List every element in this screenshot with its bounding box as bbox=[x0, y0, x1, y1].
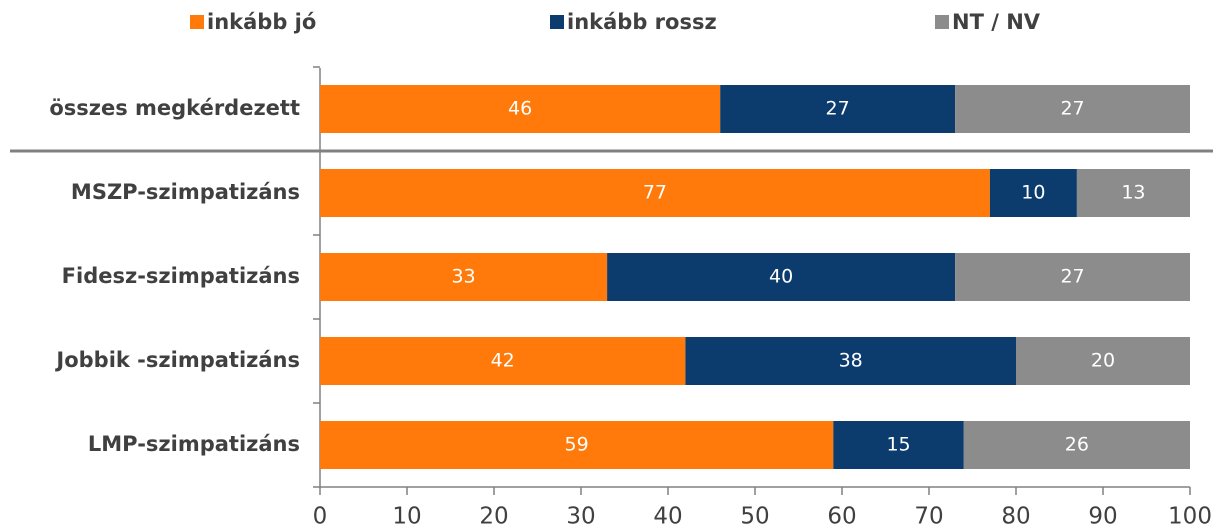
x-tick-label: 70 bbox=[914, 504, 943, 530]
category-label: LMP-szimpatizáns bbox=[88, 432, 300, 456]
bar-segment bbox=[1016, 337, 1190, 385]
x-tick-label: 50 bbox=[740, 504, 769, 530]
value-label: 20 bbox=[1091, 350, 1115, 372]
category-label: összes megkérdezett bbox=[49, 96, 300, 120]
value-label: 26 bbox=[1065, 434, 1089, 456]
legend-label: inkább rossz bbox=[567, 10, 717, 34]
value-label: 27 bbox=[1060, 266, 1084, 288]
bar-segment bbox=[955, 253, 1190, 301]
bar-segment bbox=[955, 85, 1190, 133]
value-label: 13 bbox=[1121, 182, 1145, 204]
bar-segment bbox=[989, 169, 1077, 217]
legend-swatch bbox=[550, 15, 564, 29]
value-label: 10 bbox=[1021, 182, 1045, 204]
x-tick-label: 30 bbox=[566, 504, 595, 530]
bar-segment bbox=[320, 85, 721, 133]
x-tick-label: 0 bbox=[313, 504, 328, 530]
x-tick-label: 10 bbox=[392, 504, 421, 530]
bar-segment bbox=[320, 169, 990, 217]
value-label: 77 bbox=[643, 182, 667, 204]
x-tick-label: 100 bbox=[1168, 504, 1212, 530]
bar-segment bbox=[320, 253, 608, 301]
value-label: 40 bbox=[769, 266, 793, 288]
value-label: 15 bbox=[886, 434, 910, 456]
category-label: Fidesz-szimpatizáns bbox=[62, 264, 300, 288]
legend-swatch bbox=[190, 15, 204, 29]
bar-segment bbox=[1076, 169, 1190, 217]
bar-segment bbox=[720, 85, 956, 133]
bar-segment bbox=[833, 421, 964, 469]
bar-segment bbox=[607, 253, 956, 301]
bar-segment bbox=[320, 337, 686, 385]
legend-swatch bbox=[935, 15, 949, 29]
legend-label: NT / NV bbox=[952, 10, 1041, 34]
x-tick-label: 40 bbox=[653, 504, 682, 530]
value-label: 38 bbox=[839, 350, 863, 372]
value-label: 42 bbox=[491, 350, 515, 372]
category-label: MSZP-szimpatizáns bbox=[71, 180, 300, 204]
bar-segment bbox=[963, 421, 1190, 469]
bar-segment bbox=[320, 421, 834, 469]
value-label: 27 bbox=[1060, 98, 1084, 120]
value-label: 27 bbox=[826, 98, 850, 120]
legend-label: inkább jó bbox=[207, 10, 316, 34]
x-tick-label: 80 bbox=[1001, 504, 1030, 530]
x-tick-label: 60 bbox=[827, 504, 856, 530]
value-label: 46 bbox=[508, 98, 532, 120]
x-tick-label: 20 bbox=[479, 504, 508, 530]
value-label: 59 bbox=[565, 434, 589, 456]
bar-segment bbox=[685, 337, 1016, 385]
category-label: Jobbik -szimpatizáns bbox=[54, 348, 300, 372]
x-tick-label: 90 bbox=[1088, 504, 1117, 530]
value-label: 33 bbox=[451, 266, 475, 288]
